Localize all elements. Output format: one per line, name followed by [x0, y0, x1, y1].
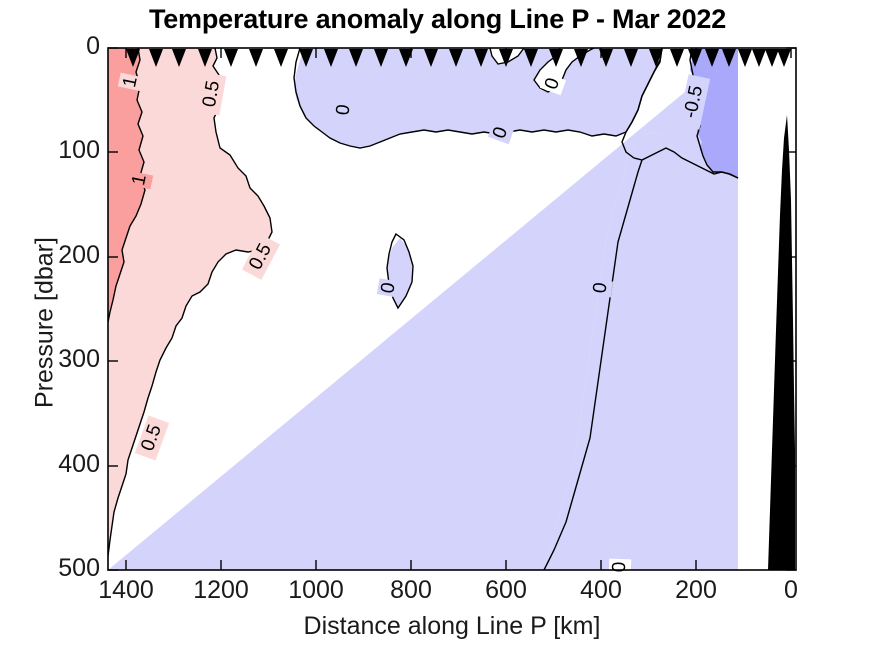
contour-0-notch	[489, 48, 525, 65]
y-tick-100: 100	[58, 136, 100, 164]
x-tick-0: 0	[784, 576, 798, 604]
station-marker	[424, 49, 438, 67]
y-tick-500: 500	[58, 554, 100, 582]
contour-label-0-bottom: 0	[609, 561, 630, 572]
contour-0-lens	[386, 232, 414, 310]
fill-cool-upper-central	[294, 48, 660, 148]
y-tick-300: 300	[58, 345, 100, 373]
station-marker	[126, 49, 140, 67]
station-marker	[722, 49, 736, 67]
fill-warm-1-to-1p5	[108, 48, 145, 322]
station-marker	[738, 49, 752, 67]
station-marker	[374, 49, 388, 67]
station-marker	[224, 49, 238, 67]
x-tick-1200: 1200	[193, 576, 249, 604]
y-tick-200: 200	[58, 241, 100, 269]
station-marker	[198, 49, 212, 67]
contour-label-0-d: 0	[589, 281, 611, 294]
station-marker	[149, 49, 163, 67]
station-markers	[126, 49, 791, 67]
contour-0-east-lower	[543, 159, 643, 570]
x-tick-800: 800	[390, 576, 432, 604]
y-tick-400: 400	[58, 450, 100, 478]
station-marker	[274, 49, 288, 67]
station-marker	[399, 49, 413, 67]
x-axis-label: Distance along Line P [km]	[303, 612, 601, 640]
station-marker	[324, 49, 338, 67]
station-marker	[574, 49, 588, 67]
contour-0p5-west	[108, 48, 273, 557]
x-tick-600: 600	[485, 576, 527, 604]
x-tick-200: 200	[675, 576, 717, 604]
station-marker	[765, 49, 779, 67]
station-marker	[172, 49, 186, 67]
fill-cool-east	[108, 48, 738, 570]
station-marker	[670, 49, 684, 67]
contour-label-0p5-upper: 0.5	[199, 79, 224, 109]
y-axis-tick-labels: 0 100 200 300 400 500	[0, 0, 100, 656]
station-marker	[705, 49, 719, 67]
station-marker	[688, 49, 702, 67]
chart-title: Temperature anomaly along Line P - Mar 2…	[148, 4, 727, 34]
y-tick-0: 0	[86, 32, 100, 60]
station-marker	[752, 49, 766, 67]
contour-label-0-a: 0	[332, 103, 354, 116]
station-marker	[524, 49, 538, 67]
axes-frame	[107, 47, 797, 571]
contour-1-west	[108, 48, 146, 323]
axis-ticks	[108, 47, 796, 571]
x-tick-1400: 1400	[98, 576, 154, 604]
contour-0-east	[621, 48, 739, 179]
contour-label-1-upper: 1	[119, 75, 142, 90]
contour-label-0-lens: 0	[377, 281, 400, 295]
x-tick-1000: 1000	[288, 576, 344, 604]
x-tick-400: 400	[580, 576, 622, 604]
station-marker	[449, 49, 463, 67]
contour-label-1-mid: 1	[128, 173, 151, 188]
station-marker	[549, 49, 563, 67]
station-marker	[299, 49, 313, 67]
bathymetry-wedge	[768, 115, 795, 570]
station-marker	[649, 49, 663, 67]
station-marker	[474, 49, 488, 67]
station-marker	[349, 49, 363, 67]
station-marker	[249, 49, 263, 67]
station-marker	[624, 49, 638, 67]
station-marker	[777, 49, 791, 67]
station-marker	[599, 49, 613, 67]
